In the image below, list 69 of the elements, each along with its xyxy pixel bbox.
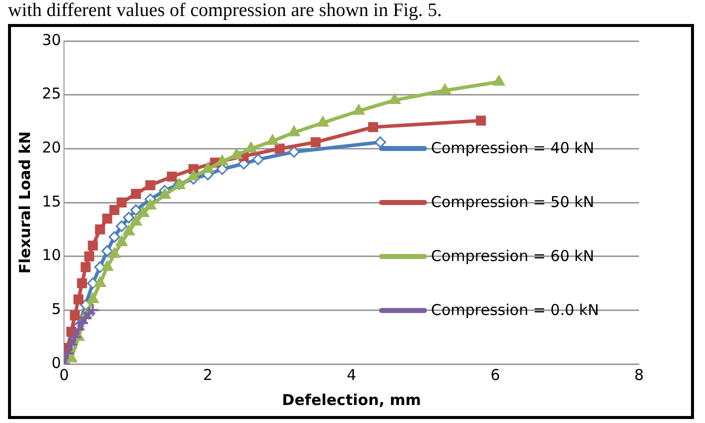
y-tick-label: 30	[42, 30, 62, 49]
point	[316, 116, 329, 127]
point	[64, 338, 78, 352]
point	[368, 122, 378, 132]
point	[73, 294, 84, 304]
y-tick-label: 25	[42, 84, 62, 103]
point	[166, 172, 177, 182]
point	[68, 330, 82, 344]
point	[130, 204, 142, 216]
y-tick-label: 20	[42, 138, 62, 157]
point	[352, 104, 365, 115]
point	[144, 198, 156, 210]
point	[252, 154, 264, 166]
point	[202, 162, 214, 173]
legend-label: Compression = 0.0 kN	[431, 301, 599, 319]
point	[88, 240, 98, 251]
point	[137, 206, 150, 218]
x-tick-label: 8	[634, 366, 644, 384]
point	[266, 134, 278, 145]
point	[130, 215, 142, 226]
point	[122, 224, 135, 236]
point	[123, 212, 135, 224]
point	[230, 148, 243, 159]
point	[216, 154, 228, 166]
point	[274, 144, 285, 154]
point	[288, 126, 300, 136]
point	[109, 205, 120, 216]
point	[145, 180, 156, 190]
point	[108, 247, 120, 258]
point	[101, 260, 114, 271]
point	[374, 136, 386, 148]
point	[130, 188, 141, 199]
y-tick-label: 0	[52, 354, 62, 372]
point	[101, 245, 113, 257]
x-tick-label: 4	[346, 366, 356, 384]
y-axis-title: Flexural Load kN	[16, 131, 34, 274]
y-tick-label: 5	[52, 300, 62, 318]
y-tick-label: 15	[42, 192, 62, 210]
legend-label: Compression = 60 kN	[431, 247, 594, 265]
text: with different values of compression are shown in Fig. 5.	[8, 0, 442, 22]
point	[84, 251, 94, 262]
point	[86, 292, 99, 304]
point	[71, 322, 86, 337]
y-tick-label: 10	[42, 246, 62, 264]
point	[116, 220, 128, 232]
point	[492, 75, 505, 86]
point	[310, 137, 321, 148]
point	[80, 262, 91, 272]
point	[94, 276, 106, 287]
x-tick-label: 6	[490, 366, 500, 384]
point	[116, 198, 127, 208]
legend-label: Compression = 40 kN	[431, 139, 594, 157]
point	[82, 306, 96, 320]
point	[77, 278, 88, 288]
x-tick-label: 2	[203, 366, 213, 384]
x-axis-title: Defelection, mm	[282, 390, 422, 409]
point	[388, 93, 401, 104]
point	[439, 84, 451, 94]
point	[476, 116, 486, 126]
point	[158, 188, 171, 199]
point	[288, 146, 300, 158]
legend-label: Compression = 50 kN	[431, 193, 594, 211]
point	[95, 224, 106, 234]
point	[108, 231, 120, 243]
point	[70, 310, 80, 321]
point	[102, 214, 112, 224]
point	[187, 170, 200, 180]
point	[116, 236, 128, 246]
point	[86, 303, 100, 318]
